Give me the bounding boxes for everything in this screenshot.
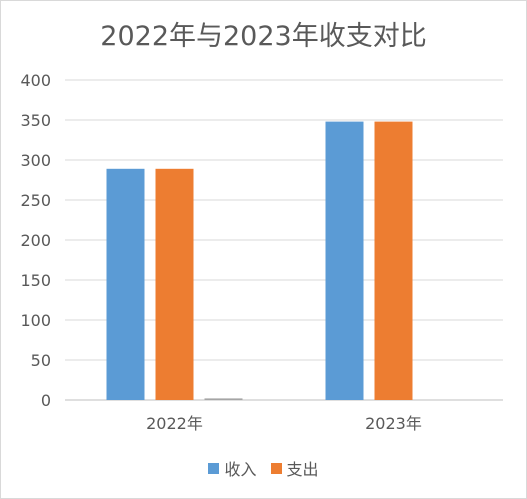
y-tick-label: 150 [20,271,51,290]
legend-label-expense: 支出 [286,460,319,479]
y-tick-label: 100 [20,311,51,330]
legend-label-income: 收入 [224,460,257,479]
y-tick-label: 250 [20,191,51,210]
chart-title: 2022年与2023年收支对比 [100,21,427,52]
legend-swatch-expense [270,462,282,474]
legend-item-expense: 支出 [270,456,319,480]
y-tick-label: 0 [41,391,51,410]
y-axis-ticks: 0 50 100 150 200 250 300 350 400 [20,71,51,410]
x-axis-ticks: 2022年 2023年 [146,414,422,433]
legend-swatch-income [208,462,220,474]
y-tick-label: 200 [20,231,51,250]
bar-1-1 [374,121,413,400]
bar-0-2 [204,398,243,400]
x-tick-label: 2023年 [365,414,422,433]
y-tick-label: 400 [20,71,51,90]
y-tick-label: 300 [20,151,51,170]
bars [106,121,413,400]
bar-1-0 [325,121,364,400]
y-tick-label: 50 [31,351,51,370]
y-tick-label: 350 [20,111,51,130]
bar-0-1 [155,168,194,400]
legend-item-income: 收入 [208,456,257,480]
bar-0-0 [106,168,145,400]
legend: 收入 支出 [0,456,527,480]
x-tick-label: 2022年 [146,414,203,433]
